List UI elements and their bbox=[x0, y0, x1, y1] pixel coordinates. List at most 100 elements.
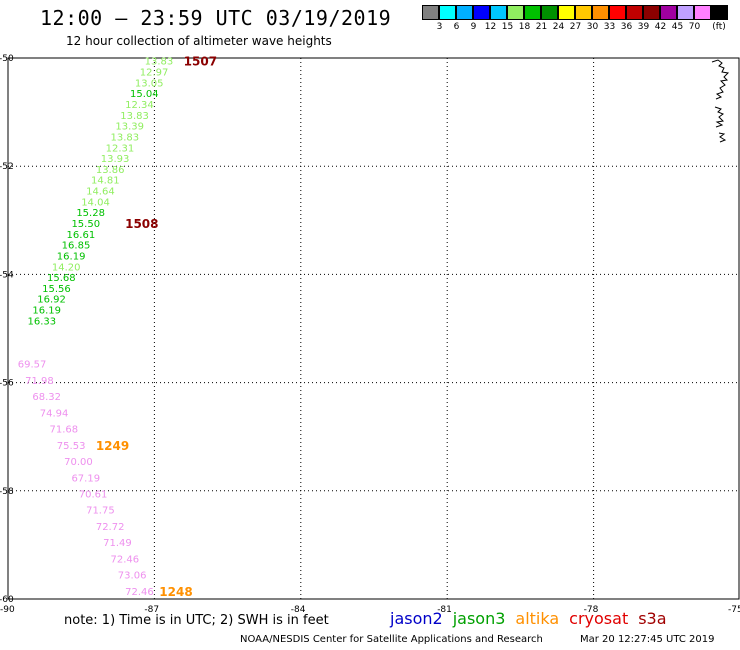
swh-value-label: 16.61 bbox=[67, 230, 96, 241]
swh-value-label: 13.83 bbox=[120, 111, 149, 122]
legend-label: 12 bbox=[484, 22, 497, 32]
swh-value-label: 16.19 bbox=[57, 251, 86, 262]
legend-swatch bbox=[473, 5, 490, 20]
coastline bbox=[711, 59, 730, 143]
legend-swatch bbox=[626, 5, 643, 20]
satellite-legend: jason2 jason3 altika cryosat s3a bbox=[390, 609, 667, 628]
legend-swatch bbox=[439, 5, 456, 20]
legend-unit: (ft) bbox=[712, 22, 726, 32]
x-tick-label: -78 bbox=[584, 605, 599, 615]
legend-swatch bbox=[456, 5, 473, 20]
swh-value-label: 70.61 bbox=[79, 490, 108, 501]
swh-value-label: 71.68 bbox=[49, 425, 78, 436]
satellite-jason2: jason2 bbox=[390, 609, 443, 628]
swh-value-label: 13.83 bbox=[110, 132, 139, 143]
satellite-cryosat: cryosat bbox=[569, 609, 629, 628]
legend-label: 3 bbox=[436, 22, 443, 32]
y-tick-label: -56 bbox=[0, 379, 14, 389]
x-tick-label: -90 bbox=[0, 605, 15, 615]
time-label: 1508 bbox=[125, 217, 158, 231]
legend-swatch bbox=[677, 5, 694, 20]
legend-swatch bbox=[660, 5, 677, 20]
time-label: 1507 bbox=[184, 55, 217, 69]
legend-swatch bbox=[558, 5, 575, 20]
swh-value-label: 16.92 bbox=[37, 295, 66, 306]
swh-value-label: 73.06 bbox=[118, 571, 147, 582]
swh-value-label: 16.33 bbox=[28, 316, 57, 327]
legend-label: 9 bbox=[470, 22, 477, 32]
satellite-jason3: jason3 bbox=[452, 609, 506, 628]
color-legend bbox=[422, 5, 728, 20]
time-label: 1248 bbox=[159, 585, 192, 599]
satellite-altika: altika bbox=[515, 609, 560, 628]
swh-value-label: 72.46 bbox=[110, 554, 139, 565]
swh-value-label: 72.46 bbox=[125, 587, 154, 598]
y-tick-label: -54 bbox=[0, 270, 14, 280]
swh-value-label: 70.00 bbox=[64, 457, 93, 468]
swh-value-label: 13.93 bbox=[101, 154, 130, 165]
swh-value-label: 71.75 bbox=[86, 506, 115, 517]
y-tick-label: -52 bbox=[0, 162, 14, 172]
legend-swatch bbox=[609, 5, 626, 20]
swh-value-label: 16.19 bbox=[32, 306, 61, 317]
swh-value-label: 71.49 bbox=[103, 538, 132, 549]
legend-label: 39 bbox=[637, 22, 650, 32]
x-tick-label: -81 bbox=[437, 605, 452, 615]
legend-label: 36 bbox=[620, 22, 633, 32]
legend-label: 24 bbox=[552, 22, 565, 32]
legend-label: 21 bbox=[535, 22, 548, 32]
legend-swatch bbox=[711, 5, 728, 20]
legend-swatch bbox=[592, 5, 609, 20]
legend-label: 30 bbox=[586, 22, 599, 32]
page-title: 12:00 – 23:59 UTC 03/19/2019 bbox=[40, 6, 392, 30]
swh-value-label: 13.39 bbox=[115, 122, 144, 133]
legend-swatch bbox=[490, 5, 507, 20]
swh-value-label: 15.56 bbox=[42, 284, 71, 295]
swh-value-label: 75.53 bbox=[57, 441, 86, 452]
generated-timestamp: Mar 20 12:27:45 UTC 2019 bbox=[580, 634, 715, 645]
swh-value-label: 15.04 bbox=[130, 89, 159, 100]
y-tick-label: -50 bbox=[0, 54, 14, 64]
legend-label: 27 bbox=[569, 22, 582, 32]
swh-value-label: 13.05 bbox=[135, 78, 164, 89]
swh-value-label: 15.68 bbox=[47, 273, 76, 284]
x-tick-label: -75 bbox=[728, 605, 740, 615]
map-frame bbox=[7, 57, 740, 600]
legend-label: 33 bbox=[603, 22, 616, 32]
color-legend-labels: 3 6 9 12 15 18 21 24 27 30 33 36 39 42 45 70 (ft) bbox=[422, 22, 740, 34]
swh-value-label: 67.19 bbox=[71, 473, 100, 484]
swh-value-label: 68.32 bbox=[32, 392, 61, 403]
legend-swatch bbox=[694, 5, 711, 20]
y-tick-label: -60 bbox=[0, 595, 14, 605]
legend-swatch bbox=[643, 5, 660, 20]
swh-value-label: 74.94 bbox=[40, 408, 69, 419]
swh-value-label: 71.98 bbox=[25, 376, 54, 387]
legend-label: 70 bbox=[688, 22, 701, 32]
swh-value-label: 13.86 bbox=[96, 165, 125, 176]
credit-line: NOAA/NESDIS Center for Satellite Applica… bbox=[240, 634, 543, 645]
swh-value-label: 15.28 bbox=[76, 208, 105, 219]
legend-swatch bbox=[524, 5, 541, 20]
swh-value-label: 14.04 bbox=[81, 197, 110, 208]
x-tick-label: -84 bbox=[291, 605, 306, 615]
swh-value-label: 14.64 bbox=[86, 187, 115, 198]
y-tick-label: -58 bbox=[0, 487, 14, 497]
satellite-s3a: s3a bbox=[638, 609, 667, 628]
legend-swatch bbox=[507, 5, 524, 20]
swh-value-label: 12.34 bbox=[125, 100, 154, 111]
page-subtitle: 12 hour collection of altimeter wave hei… bbox=[66, 34, 332, 48]
legend-label: 15 bbox=[501, 22, 514, 32]
legend-swatch bbox=[575, 5, 592, 20]
legend-label: 45 bbox=[671, 22, 684, 32]
swh-value-label: 72.72 bbox=[96, 522, 125, 533]
swh-value-label: 12.31 bbox=[106, 143, 135, 154]
legend-swatch bbox=[422, 5, 439, 20]
legend-swatch bbox=[541, 5, 558, 20]
legend-label: 6 bbox=[453, 22, 460, 32]
swh-value-label: 13.83 bbox=[145, 57, 174, 68]
time-label: 1249 bbox=[96, 439, 129, 453]
swh-value-label: 16.85 bbox=[62, 241, 91, 252]
swh-value-label: 14.81 bbox=[91, 176, 120, 187]
footer-note: note: 1) Time is in UTC; 2) SWH is in fe… bbox=[64, 613, 329, 628]
